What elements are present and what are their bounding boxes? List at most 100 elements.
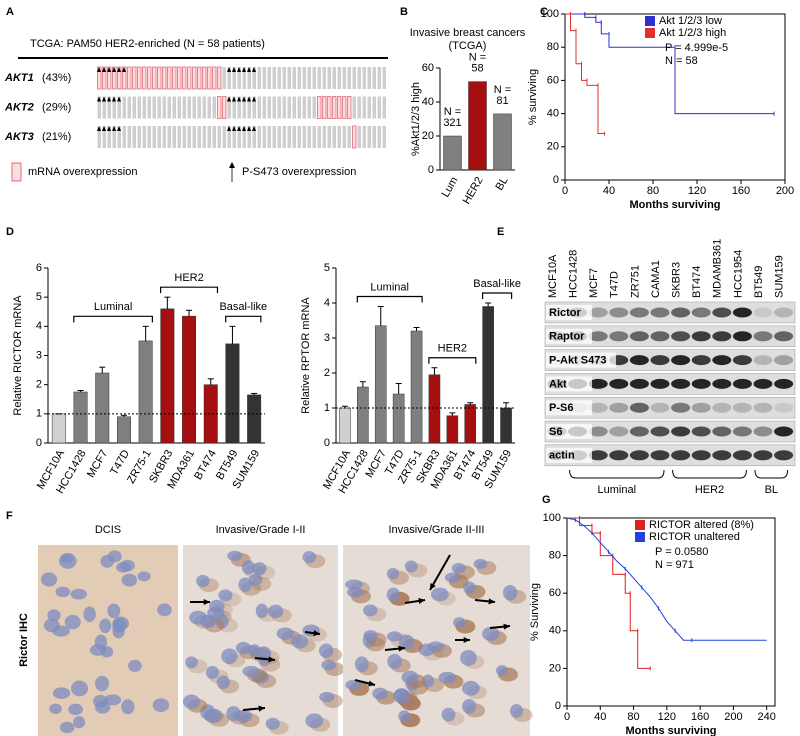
- sample-bar: [362, 96, 366, 119]
- y-tick-label: 4: [36, 320, 42, 332]
- sample-bar: [332, 96, 337, 119]
- sample-bar: [352, 96, 356, 119]
- nucleus: [418, 643, 436, 657]
- sample-bar: [137, 66, 142, 90]
- cell-line-label: MCF10A: [547, 254, 559, 298]
- sample-bar: [107, 96, 111, 119]
- blot-strip: [544, 301, 796, 324]
- category-label: HER2: [461, 175, 486, 206]
- p-s473-arrow: [252, 67, 256, 72]
- sample-bar: [137, 126, 141, 148]
- blot-band: [629, 426, 649, 437]
- group-label: HER2: [695, 484, 724, 496]
- nucleus: [241, 560, 255, 575]
- sample-bar: [157, 66, 162, 90]
- label-backdrop: [546, 424, 592, 439]
- bar: [203, 384, 218, 444]
- p-s473-arrow: [97, 126, 101, 131]
- legend-swatch: [635, 532, 645, 542]
- label-backdrop: [546, 400, 592, 416]
- blot-band: [732, 331, 752, 342]
- sample-bar: [252, 126, 256, 148]
- n-label: N =: [444, 106, 461, 118]
- nucleus: [255, 646, 272, 661]
- group-label: BL: [765, 484, 778, 496]
- sample-bar: [222, 67, 226, 89]
- cell-line-label: T47D: [609, 271, 621, 298]
- y-tick-label: 100: [541, 8, 559, 20]
- p-s473-arrow: [242, 67, 246, 72]
- sample-bar: [162, 96, 166, 119]
- nucleus: [363, 630, 378, 641]
- nucleus: [386, 567, 400, 580]
- blot-band: [629, 307, 649, 318]
- label-backdrop: [546, 352, 616, 368]
- arrow-head: [398, 645, 405, 652]
- protein-label: Akt: [549, 378, 567, 390]
- sample-bar: [107, 126, 111, 148]
- p-s473-arrow: [242, 126, 246, 131]
- nucleus: [47, 609, 61, 622]
- sample-bar: [337, 126, 341, 148]
- cell-line-label: BT549: [753, 266, 765, 298]
- blot-band: [588, 378, 608, 389]
- sample-bar: [287, 126, 291, 148]
- blot-band: [732, 426, 752, 437]
- nucleus: [112, 622, 125, 639]
- sample-bar: [197, 96, 201, 119]
- sample-bar: [217, 96, 222, 119]
- category-label: BL: [493, 175, 510, 193]
- ihc-panel-title: Invasive/Grade II-III: [389, 524, 485, 536]
- bar: [95, 372, 110, 444]
- x-tick-label: 120: [658, 711, 676, 723]
- survival-curve: [565, 13, 774, 115]
- sample-bar: [127, 96, 131, 119]
- sample-bar: [272, 126, 276, 148]
- nucleus: [121, 573, 138, 587]
- y-tick-label: 40: [549, 625, 561, 637]
- sample-bar: [262, 67, 266, 89]
- nucleus: [205, 665, 220, 680]
- y-axis-label: Relative RICTOR mRNA: [12, 295, 24, 416]
- group-label: Luminal: [94, 301, 133, 313]
- sample-bar: [117, 126, 121, 148]
- sample-bar: [222, 96, 227, 119]
- sample-bar: [347, 96, 352, 119]
- sample-bar: [312, 67, 316, 89]
- sample-bar: [342, 126, 346, 148]
- sample-bar: [337, 67, 341, 89]
- group-bracket: [754, 469, 789, 479]
- n-label: 321: [443, 117, 461, 129]
- sample-bar: [102, 96, 106, 119]
- p-s473-arrow: [237, 96, 241, 102]
- bar: [160, 308, 175, 444]
- arrow-head: [418, 597, 425, 604]
- nucleus: [321, 659, 336, 671]
- blot-band: [753, 402, 773, 413]
- nucleus: [116, 562, 131, 573]
- blot-band: [774, 355, 794, 366]
- blot-band: [629, 402, 649, 413]
- sample-bar: [322, 96, 327, 119]
- nucleus: [463, 581, 476, 595]
- nucleus: [68, 703, 84, 716]
- x-tick-label: 160: [691, 711, 709, 723]
- chart-title: (TCGA): [449, 40, 487, 52]
- sample-bar: [377, 67, 381, 89]
- p-s473-arrow: [102, 67, 106, 72]
- cell-line-label: MDAMB361: [712, 239, 724, 298]
- sample-bar: [332, 126, 336, 148]
- protein-label: Raptor: [549, 331, 585, 343]
- sample-bar: [137, 96, 141, 119]
- n-label: N =: [469, 52, 486, 64]
- blot-band: [732, 402, 752, 413]
- p-s473-arrow: [232, 67, 236, 72]
- sample-bar: [102, 126, 106, 148]
- blot-band: [691, 450, 711, 461]
- x-tick-label: 160: [732, 185, 750, 197]
- p-s473-arrow: [97, 96, 101, 102]
- sample-bar: [242, 67, 246, 89]
- arrow-head: [503, 623, 510, 630]
- stat-label: N = 58: [665, 55, 698, 67]
